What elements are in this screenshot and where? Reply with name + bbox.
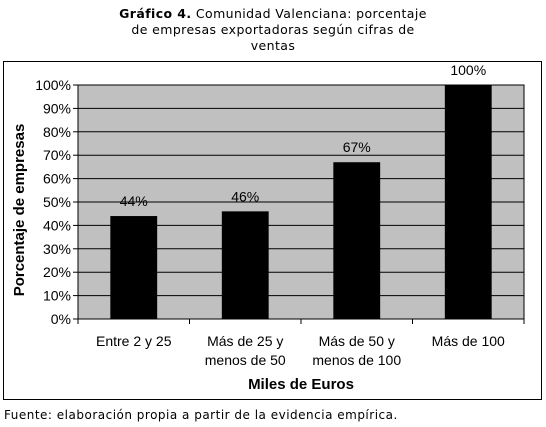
chart-title-line1: Comunidad Valenciana: porcentaje: [195, 6, 427, 21]
source-note: Fuente: elaboración propia a partir de l…: [4, 408, 398, 422]
y-tick-label: 90%: [43, 100, 71, 116]
y-tick-label: 30%: [43, 241, 71, 257]
bar: [110, 216, 158, 319]
data-label: 100%: [450, 62, 486, 78]
y-tick-label: 100%: [35, 77, 71, 93]
data-label: 67%: [343, 139, 371, 155]
x-tick-label: Más de 50 y: [319, 333, 395, 349]
y-tick-label: 0%: [51, 311, 71, 327]
x-axis-title: Miles de Euros: [248, 376, 354, 393]
chart-title-line2: de empresas exportadoras según cifras de: [131, 22, 415, 37]
x-tick-label: Entre 2 y 25: [96, 333, 172, 349]
y-tick-label: 40%: [43, 217, 71, 233]
y-tick-label: 20%: [43, 264, 71, 280]
bar: [221, 211, 269, 319]
chart-title-lead: Gráfico 4.: [119, 6, 192, 21]
y-tick-label: 50%: [43, 194, 71, 210]
y-tick-label: 80%: [43, 124, 71, 140]
y-tick-label: 70%: [43, 147, 71, 163]
chart-frame: [3, 61, 542, 400]
x-tick-label: menos de 50: [205, 352, 286, 368]
x-tick-label: menos de 100: [312, 352, 401, 368]
data-label: 46%: [231, 188, 259, 204]
y-axis-title: Porcentaje de empresas: [11, 124, 28, 297]
bar: [333, 162, 381, 319]
x-tick-label: Más de 100: [432, 333, 505, 349]
x-tick-label: Más de 25 y: [207, 333, 283, 349]
y-tick-label: 10%: [43, 288, 71, 304]
chart-title: Gráfico 4. Comunidad Valenciana: porcent…: [0, 6, 546, 54]
data-label: 44%: [120, 193, 148, 209]
y-tick-label: 60%: [43, 171, 71, 187]
bar: [444, 85, 492, 319]
chart-title-line3: ventas: [250, 38, 296, 53]
